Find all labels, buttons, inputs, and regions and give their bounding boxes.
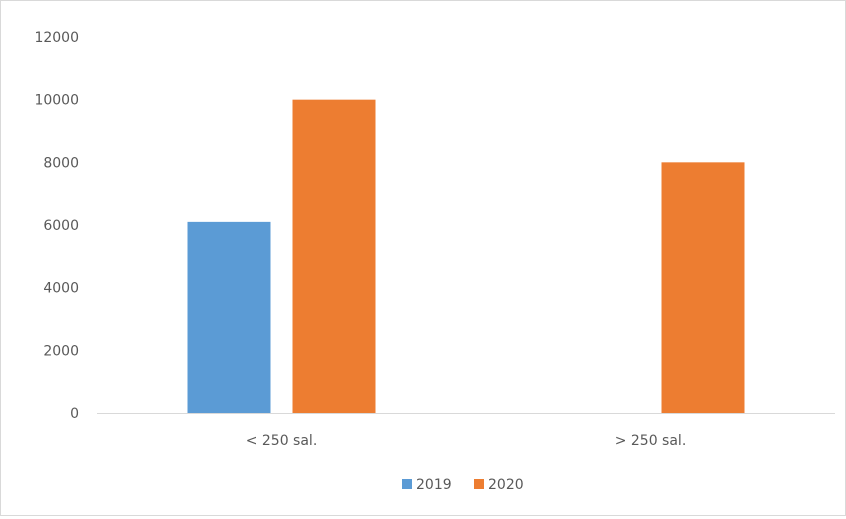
legend-swatch-2019 bbox=[402, 479, 412, 489]
y-tick-label: 0 bbox=[70, 406, 79, 422]
x-tick-label: < 250 sal. bbox=[246, 433, 318, 449]
x-tick-label: > 250 sal. bbox=[615, 433, 687, 449]
bar-2019-0 bbox=[187, 221, 271, 413]
x-axis-labels: < 250 sal. > 250 sal. bbox=[246, 433, 687, 449]
legend: 2019 2020 bbox=[402, 477, 524, 493]
legend-label-2020: 2020 bbox=[488, 477, 524, 493]
y-axis-labels: 0 2000 4000 6000 8000 10000 12000 bbox=[34, 30, 79, 422]
y-tick-label: 12000 bbox=[34, 30, 79, 46]
bar-2020-1 bbox=[661, 162, 745, 413]
y-tick-label: 2000 bbox=[43, 343, 79, 359]
y-tick-label: 8000 bbox=[43, 155, 79, 171]
y-tick-label: 4000 bbox=[43, 281, 79, 297]
bars bbox=[187, 99, 745, 414]
legend-label-2019: 2019 bbox=[416, 477, 452, 493]
y-tick-label: 6000 bbox=[43, 218, 79, 234]
bar-2020-0 bbox=[292, 99, 376, 414]
legend-swatch-2020 bbox=[474, 479, 484, 489]
y-tick-label: 10000 bbox=[34, 93, 79, 109]
